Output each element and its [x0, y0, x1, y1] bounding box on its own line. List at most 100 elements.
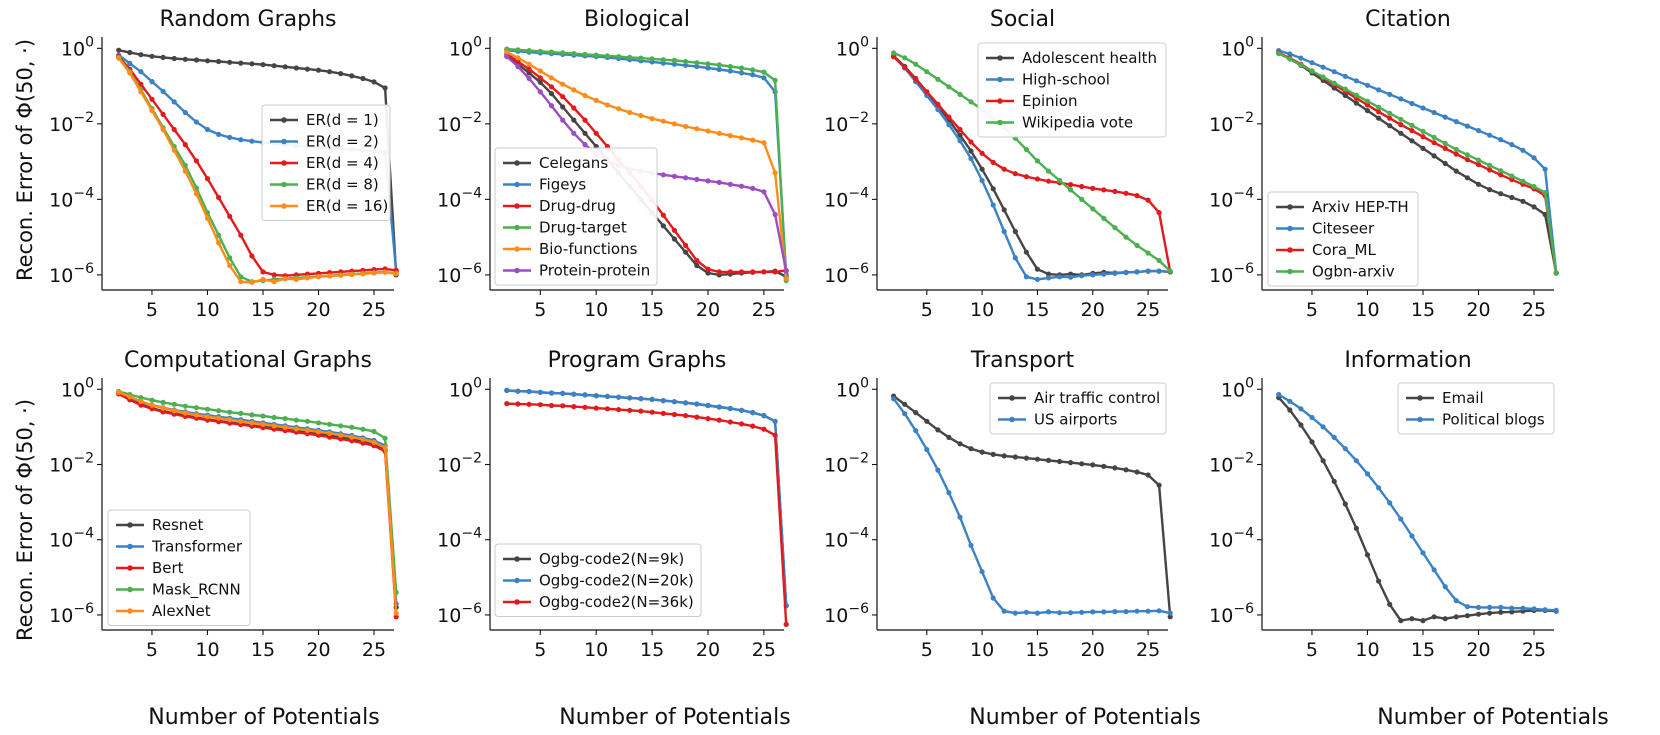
data-point: [990, 451, 996, 457]
data-point: [1145, 608, 1151, 614]
data-point: [515, 388, 521, 394]
legend-frame: [261, 104, 391, 221]
data-point: [1320, 424, 1326, 430]
data-point: [1475, 181, 1482, 187]
data-point: [1123, 270, 1129, 276]
data-point: [1487, 167, 1493, 173]
data-point: [683, 242, 689, 248]
y-tick-label: 10−2: [824, 451, 869, 477]
panel-computational-graphs: Computational Graphs 5 10 15 20 25 100 10−2 10−4…: [49, 348, 399, 661]
data-point: [1167, 610, 1173, 616]
data-point: [515, 55, 521, 61]
data-point: [1331, 478, 1337, 484]
y-tick-label: 10−4: [824, 185, 869, 211]
data-point: [1045, 275, 1052, 281]
data-point: [171, 126, 177, 133]
series-alexnet: [116, 389, 399, 616]
data-point: [1531, 606, 1537, 612]
data-point: [1276, 51, 1282, 57]
legend-swatch-marker: [997, 98, 1003, 104]
data-point: [683, 413, 689, 419]
data-point: [716, 417, 722, 423]
legend-label: ER(d = 1): [306, 111, 379, 129]
data-point: [604, 102, 611, 108]
data-point: [160, 88, 166, 94]
data-point: [371, 270, 377, 276]
legend-label: Cora_ML: [1312, 241, 1376, 260]
data-point: [772, 170, 778, 176]
data-point: [1090, 609, 1096, 615]
data-point: [1342, 73, 1348, 79]
data-point: [716, 404, 722, 410]
data-point: [560, 50, 566, 56]
data-point: [1542, 190, 1548, 196]
data-point: [182, 168, 188, 174]
data-point: [548, 49, 555, 55]
data-point: [171, 55, 177, 62]
x-tick-label: 20: [306, 639, 330, 661]
series-er-d-1: [116, 47, 399, 278]
data-point: [1431, 109, 1437, 116]
data-point: [1364, 82, 1371, 88]
data-point: [1298, 62, 1304, 68]
data-point: [1464, 604, 1470, 610]
data-point: [783, 268, 789, 274]
legend-swatch-marker: [997, 55, 1003, 61]
legend-swatch-marker: [281, 138, 287, 145]
data-point: [957, 126, 963, 133]
y-axis-label-bottom: Recon. Error of Φ(50, ·): [13, 399, 37, 641]
x-tick-label: 5: [1306, 299, 1318, 321]
data-point: [979, 177, 985, 184]
data-point: [968, 542, 974, 549]
y-tick-label: 10−4: [49, 526, 94, 552]
data-point: [935, 467, 941, 473]
legend-label: Ogbn-arxiv: [1312, 263, 1395, 281]
data-point: [327, 273, 333, 279]
data-point: [935, 76, 941, 82]
data-point: [160, 54, 166, 61]
y-tick-label: 10−6: [824, 261, 869, 287]
legend-label: ER(d = 16): [306, 197, 388, 215]
data-point: [738, 70, 745, 76]
data-point: [1123, 234, 1129, 240]
data-point: [216, 194, 222, 201]
data-point: [694, 176, 700, 182]
data-point: [1420, 105, 1426, 111]
data-point: [349, 424, 355, 430]
data-point: [260, 276, 266, 282]
data-point: [705, 266, 711, 272]
data-point: [160, 409, 166, 415]
y-tick-label: 10−6: [824, 601, 869, 627]
data-point: [327, 69, 333, 75]
data-point: [238, 279, 244, 285]
legend-label: Mask_RCNN: [152, 581, 241, 600]
data-point: [537, 89, 543, 95]
data-point: [1156, 482, 1162, 488]
data-point: [671, 411, 678, 418]
y-tick-label: 100: [836, 34, 869, 60]
data-point: [515, 47, 521, 53]
data-point: [1001, 608, 1007, 614]
data-point: [649, 409, 655, 415]
data-point: [738, 269, 745, 275]
data-point: [593, 130, 599, 136]
data-point: [271, 423, 277, 429]
data-point: [1045, 457, 1052, 463]
data-point: [127, 49, 133, 56]
data-point: [1364, 552, 1371, 558]
data-point: [705, 402, 711, 409]
x-tick-label: 25: [1522, 299, 1546, 321]
data-point: [772, 269, 778, 275]
x-tick-label: 10: [1355, 639, 1379, 661]
data-point: [327, 421, 333, 427]
data-point: [1453, 151, 1459, 157]
data-point: [1023, 274, 1029, 280]
data-point: [924, 69, 930, 75]
x-axis-label-3: Number of Potentials: [969, 705, 1200, 730]
data-point: [1431, 153, 1437, 159]
data-point: [683, 62, 689, 68]
data-point: [683, 249, 689, 255]
data-point: [371, 439, 377, 445]
data-point: [1112, 609, 1118, 615]
x-tick-label: 5: [921, 639, 933, 661]
